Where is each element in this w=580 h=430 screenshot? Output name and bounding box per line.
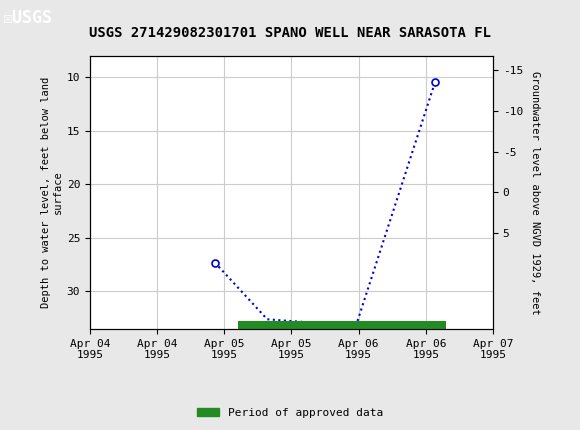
Text: ☒USGS: ☒USGS [3,9,53,27]
Legend: Period of approved data: Period of approved data [193,403,387,422]
Bar [238,321,446,329]
Text: USGS 271429082301701 SPANO WELL NEAR SARASOTA FL: USGS 271429082301701 SPANO WELL NEAR SAR… [89,25,491,40]
Y-axis label: Depth to water level, feet below land
surface: Depth to water level, feet below land su… [41,77,63,308]
Y-axis label: Groundwater level above NGVD 1929, feet: Groundwater level above NGVD 1929, feet [530,71,539,314]
